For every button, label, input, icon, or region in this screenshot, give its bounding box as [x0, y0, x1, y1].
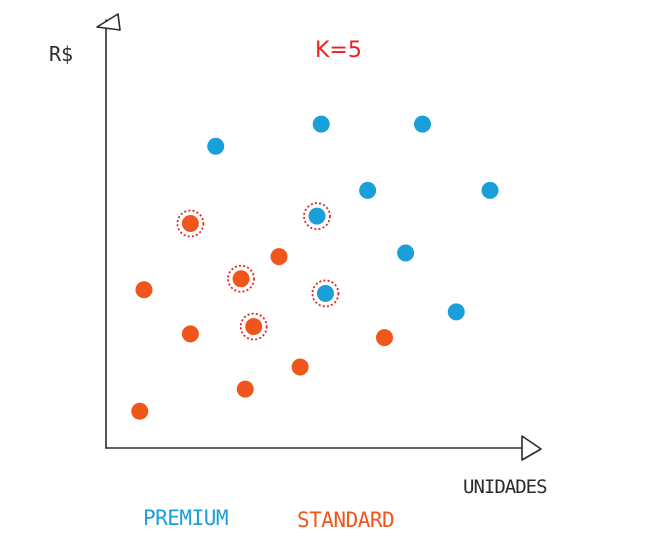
premium-point: [316, 284, 334, 302]
nearest-neighbor-ring: [303, 202, 331, 231]
standard-point: [270, 248, 288, 266]
nearest-neighbor-ring: [239, 312, 268, 341]
premium-point: [207, 137, 225, 155]
k-annotation: K=5: [315, 38, 362, 63]
standard-point: [291, 358, 309, 376]
standard-point: [135, 281, 153, 299]
standard-point: [181, 325, 199, 343]
premium-point: [481, 181, 499, 199]
nearest-neighbor-ring: [176, 209, 205, 238]
standard-point: [376, 329, 394, 347]
premium-point: [359, 181, 377, 199]
premium-point: [308, 207, 326, 225]
nearest-neighbor-ring: [227, 264, 255, 293]
standard-point: [181, 215, 199, 233]
x-axis-arrowhead: [521, 435, 542, 461]
premium-point: [397, 244, 415, 262]
premium-point: [414, 115, 431, 133]
x-axis-label: UNIDADES: [463, 476, 547, 498]
standard-point: [236, 380, 254, 398]
legend-premium: PREMIUM: [143, 506, 229, 530]
nearest-neighbor-ring: [311, 279, 340, 308]
premium-point: [312, 115, 330, 133]
standard-point: [245, 318, 263, 336]
premium-point: [447, 303, 465, 321]
standard-point: [232, 270, 250, 288]
y-axis-label: R$: [49, 42, 73, 66]
standard-point: [131, 402, 149, 420]
y-axis-arrowhead: [96, 13, 121, 31]
scatter-points: [131, 115, 499, 420]
legend-standard: STANDARD: [297, 508, 395, 532]
